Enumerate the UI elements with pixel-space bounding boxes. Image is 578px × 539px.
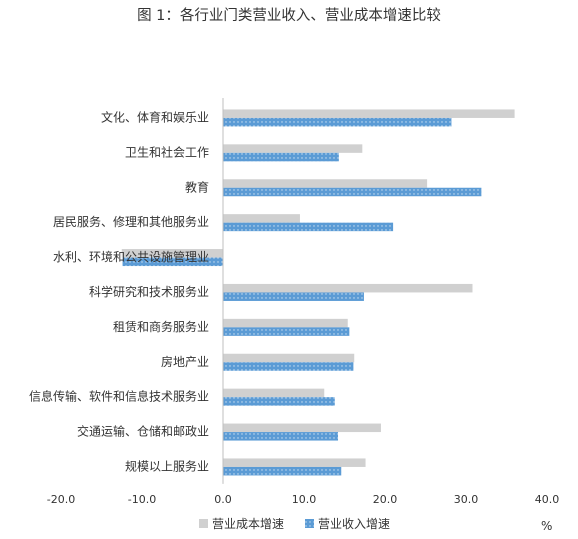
cost-growth-bar [223, 353, 355, 363]
category-label: 交通运输、仓储和邮政业 [77, 424, 209, 439]
cost-growth-bar [223, 109, 515, 118]
revenue-growth-bar [223, 222, 394, 232]
legend-label: 营业收入增速 [318, 517, 390, 531]
cost-growth-bar [223, 318, 348, 328]
cost-growth-bar [223, 144, 363, 153]
revenue-growth-bar [223, 397, 335, 406]
category-label: 科学研究和技术服务业 [89, 284, 209, 299]
revenue-growth-bar [223, 432, 339, 441]
cost-growth-bar [223, 283, 473, 293]
revenue-growth-bar [223, 292, 364, 301]
cost-growth-bar [223, 388, 325, 398]
category-label: 信息传输、软件和信息技术服务业 [29, 389, 209, 404]
cost-growth-bar [223, 423, 381, 433]
revenue-growth-bar [223, 187, 482, 197]
category-label: 水利、环境和公共设施管理业 [53, 249, 209, 264]
revenue-growth-bar [223, 117, 452, 127]
unit-label: % [541, 519, 552, 533]
revenue-growth-bar [223, 362, 354, 371]
category-label: 租赁和商务服务业 [113, 319, 209, 334]
cost-growth-bar [223, 458, 366, 467]
category-label: 规模以上服务业 [125, 458, 209, 473]
x-tick-label: -20.0 [47, 493, 75, 506]
category-label: 居民服务、修理和其他服务业 [53, 214, 209, 229]
x-tick-label: 10.0 [292, 493, 317, 506]
category-label: 房地产业 [161, 354, 209, 369]
cost-growth-bar [223, 179, 428, 188]
x-tick-label: 40.0 [535, 493, 560, 506]
category-label: 教育 [185, 179, 209, 194]
x-tick-label: -10.0 [128, 493, 156, 506]
cost-growth-bar [121, 249, 223, 258]
revenue-growth-bar [223, 327, 350, 336]
legend-swatch-revenue [305, 519, 314, 528]
x-tick-label: 20.0 [373, 493, 398, 506]
category-label: 文化、体育和娱乐业 [101, 109, 209, 124]
revenue-growth-bar [122, 257, 223, 267]
chart-title: 图 1：各行业门类营业收入、营业成本增速比较 [137, 8, 441, 24]
cost-growth-bar [223, 214, 300, 223]
legend-swatch-cost [199, 519, 208, 528]
x-tick-label: 0.0 [214, 493, 232, 506]
revenue-growth-bar [223, 466, 342, 476]
plot-area: 文化、体育和娱乐业卫生和社会工作教育居民服务、修理和其他服务业水利、环境和公共设… [29, 98, 559, 506]
revenue-growth-bar [223, 152, 339, 162]
x-tick-label: 30.0 [454, 493, 479, 506]
legend-label: 营业成本增速 [212, 517, 284, 531]
category-label: 卫生和社会工作 [125, 144, 209, 159]
legend: 营业成本增速 营业收入增速 [199, 517, 390, 531]
